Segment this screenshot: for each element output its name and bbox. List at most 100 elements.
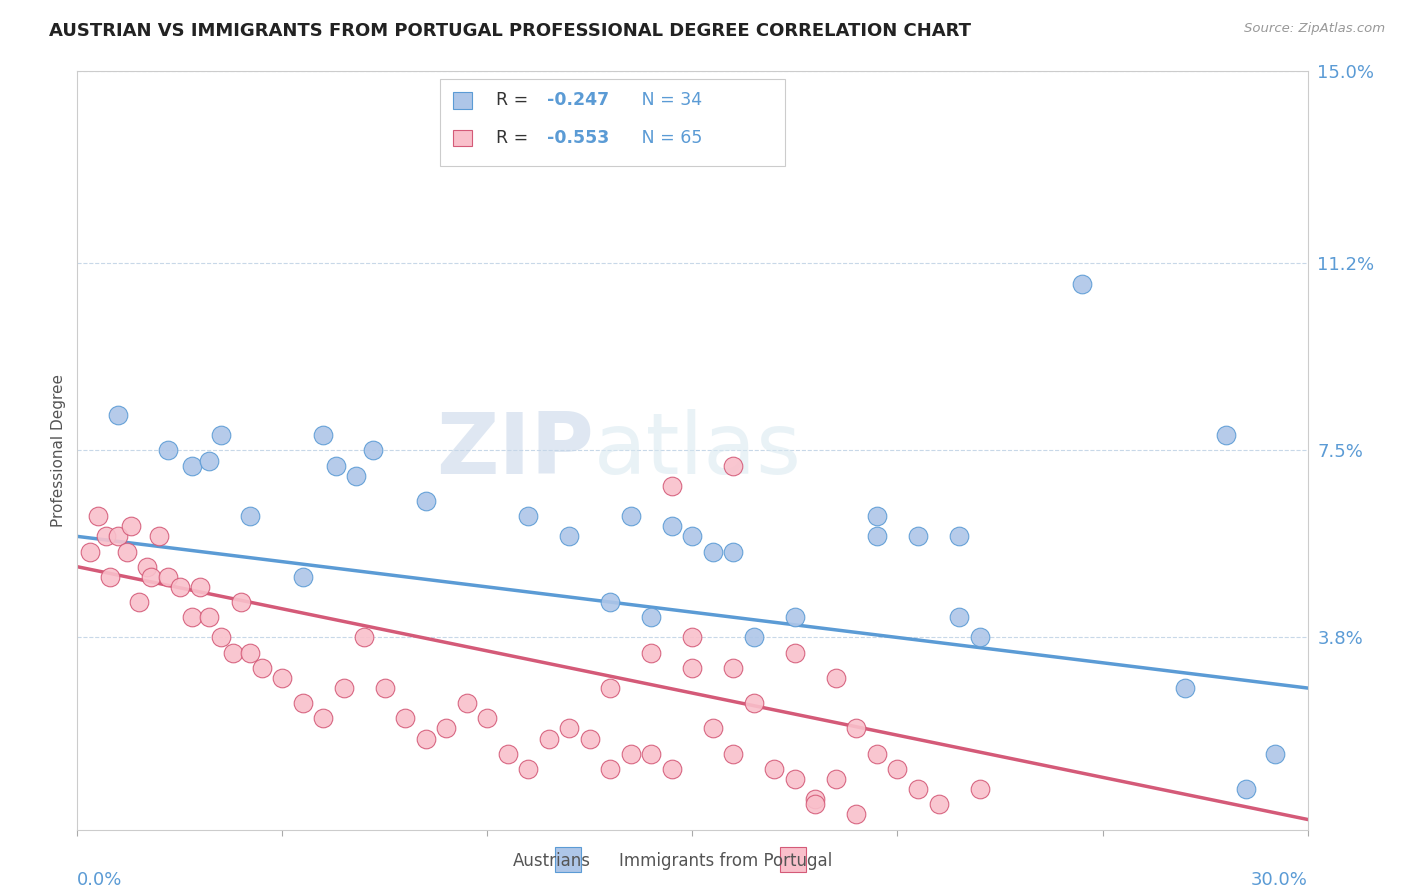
Point — [197, 610, 219, 624]
Point — [374, 681, 396, 695]
Point — [825, 671, 848, 685]
Text: 0.0%: 0.0% — [77, 871, 122, 889]
Point — [866, 509, 889, 524]
Point — [783, 646, 806, 660]
Point — [517, 509, 540, 524]
Point — [136, 559, 159, 574]
Point — [928, 797, 950, 812]
Text: 30.0%: 30.0% — [1251, 871, 1308, 889]
Text: AUSTRIAN VS IMMIGRANTS FROM PORTUGAL PROFESSIONAL DEGREE CORRELATION CHART: AUSTRIAN VS IMMIGRANTS FROM PORTUGAL PRO… — [49, 22, 972, 40]
Point — [231, 595, 253, 609]
Bar — [780, 847, 806, 872]
Y-axis label: Professional Degree: Professional Degree — [51, 374, 66, 527]
Point — [156, 570, 179, 584]
Point — [620, 509, 643, 524]
Point — [415, 731, 437, 746]
Point — [579, 731, 602, 746]
Point — [723, 661, 745, 675]
Point — [107, 529, 129, 543]
Point — [239, 509, 262, 524]
Point — [537, 731, 560, 746]
Point — [325, 458, 347, 473]
Point — [120, 519, 142, 533]
Point — [948, 529, 970, 543]
Point — [866, 747, 889, 761]
Point — [640, 610, 662, 624]
Point — [188, 580, 212, 594]
Text: R =: R = — [496, 129, 533, 147]
Point — [128, 595, 150, 609]
Point — [723, 544, 745, 558]
Point — [742, 696, 765, 710]
Text: Immigrants from Portugal: Immigrants from Portugal — [619, 852, 832, 870]
Bar — [555, 847, 581, 872]
Point — [169, 580, 191, 594]
Point — [496, 747, 519, 761]
Point — [661, 479, 683, 493]
Point — [271, 671, 294, 685]
Point — [98, 570, 121, 584]
Point — [742, 631, 765, 645]
Point — [156, 443, 179, 458]
Point — [181, 610, 204, 624]
Text: N = 65: N = 65 — [624, 129, 702, 147]
Text: atlas: atlas — [595, 409, 801, 492]
Point — [702, 722, 724, 736]
Point — [845, 722, 868, 736]
Point — [558, 722, 581, 736]
Point — [141, 570, 163, 584]
Text: Source: ZipAtlas.com: Source: ZipAtlas.com — [1244, 22, 1385, 36]
Point — [115, 544, 138, 558]
Point — [661, 762, 683, 776]
Point — [969, 782, 991, 797]
Point — [640, 646, 662, 660]
Text: R =: R = — [496, 91, 533, 109]
Text: Austrians: Austrians — [513, 852, 591, 870]
Point — [333, 681, 356, 695]
Bar — [453, 129, 471, 146]
Point — [599, 595, 621, 609]
Point — [1215, 428, 1237, 442]
Point — [181, 458, 204, 473]
Point — [1174, 681, 1197, 695]
Point — [1264, 747, 1286, 761]
Point — [148, 529, 170, 543]
Point — [723, 747, 745, 761]
Text: N = 34: N = 34 — [624, 91, 702, 109]
Point — [291, 696, 314, 710]
Point — [79, 544, 101, 558]
Point — [394, 711, 416, 725]
Point — [682, 529, 704, 543]
Point — [107, 408, 129, 422]
Point — [682, 661, 704, 675]
Point — [825, 772, 848, 786]
Point — [344, 468, 367, 483]
Point — [886, 762, 908, 776]
Point — [312, 428, 335, 442]
Point — [436, 722, 458, 736]
Point — [661, 519, 683, 533]
Bar — [453, 92, 471, 109]
Point — [783, 772, 806, 786]
Point — [783, 610, 806, 624]
Point — [599, 762, 621, 776]
Point — [239, 646, 262, 660]
Point — [907, 529, 929, 543]
Point — [291, 570, 314, 584]
Point — [250, 661, 273, 675]
Point — [517, 762, 540, 776]
Point — [312, 711, 335, 725]
Point — [702, 544, 724, 558]
Point — [87, 509, 110, 524]
Point — [1234, 782, 1257, 797]
Text: ZIP: ZIP — [436, 409, 595, 492]
Point — [353, 631, 375, 645]
Point — [763, 762, 786, 776]
FancyBboxPatch shape — [440, 79, 785, 166]
Point — [804, 797, 827, 812]
Point — [477, 711, 499, 725]
Point — [804, 792, 827, 806]
Point — [209, 428, 232, 442]
Point — [209, 631, 232, 645]
Point — [969, 631, 991, 645]
